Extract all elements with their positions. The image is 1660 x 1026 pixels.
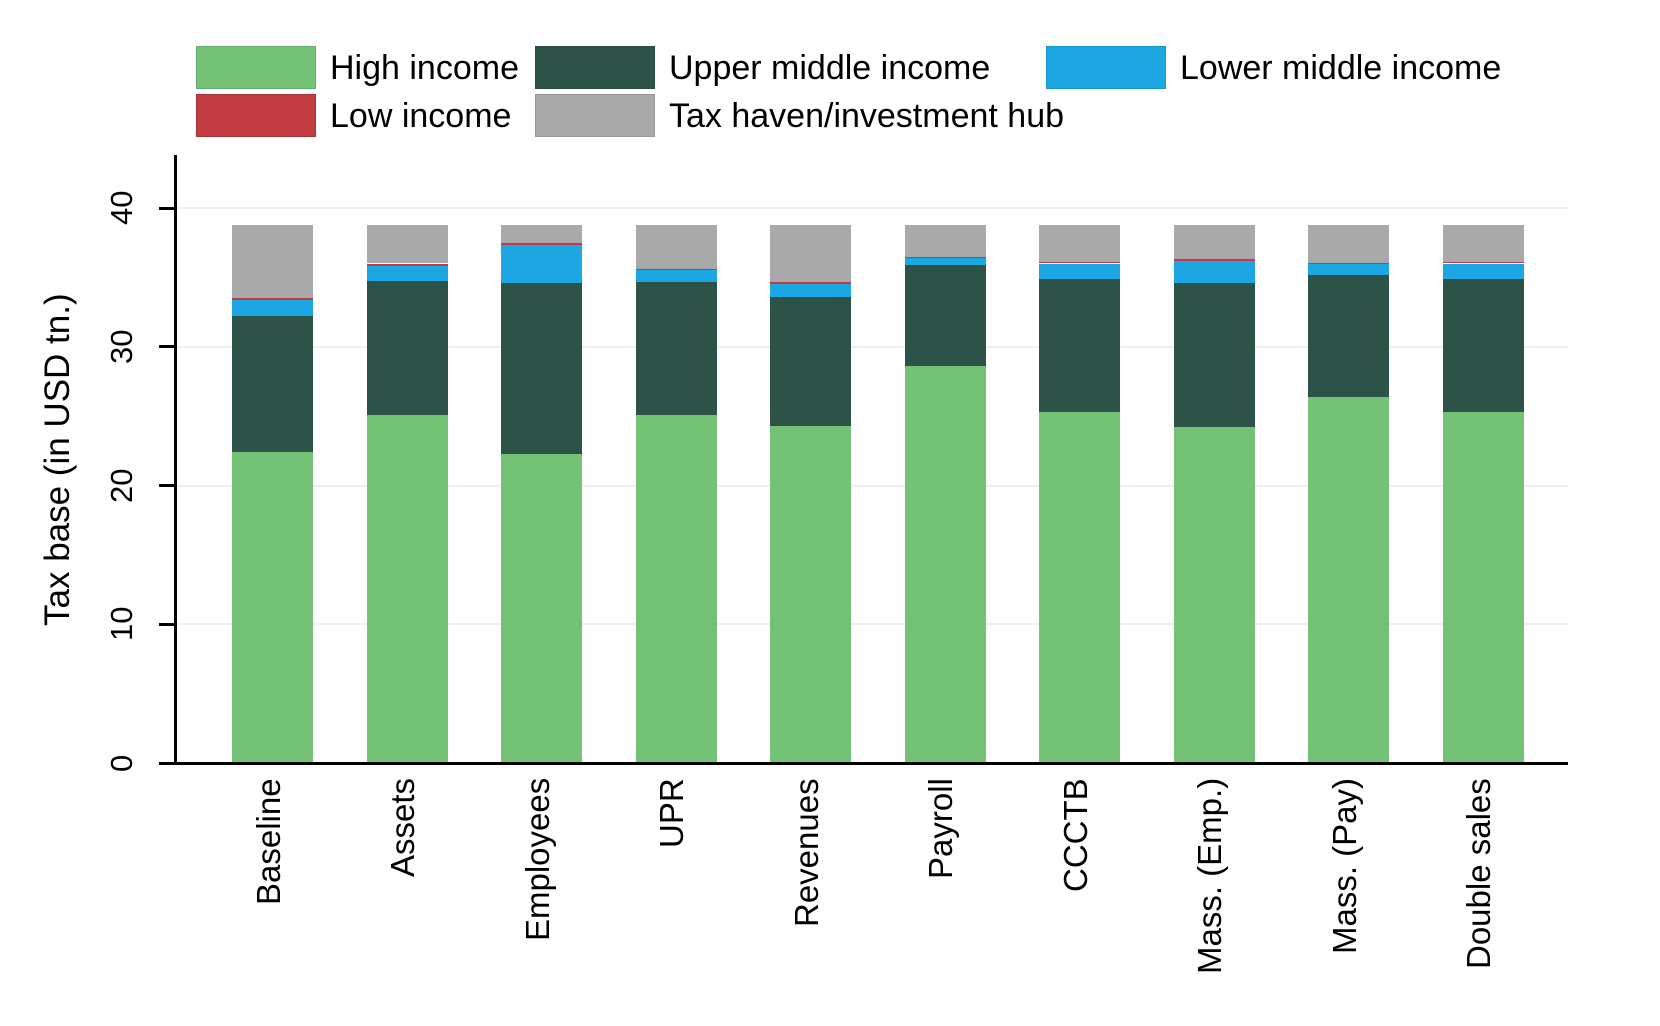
bar-segment [232,300,313,317]
legend-label: Tax haven/investment hub [669,96,1065,135]
bar-segment [1173,258,1255,261]
y-tick-mark-0 [159,761,177,765]
x-category-label: Double sales [1460,778,1498,969]
y-tick-label-10: 10 [104,607,139,642]
x-category-label: UPR [653,778,691,848]
bar-segment [1039,411,1121,763]
y-tick-mark-30 [159,345,177,349]
bar-segment [1039,262,1121,264]
bar-segment [232,452,313,763]
bar-segment [1173,224,1255,259]
legend-label: Lower middle income [1180,48,1502,87]
legend-swatch-icon [196,46,316,89]
y-tick-label-20: 20 [104,468,139,503]
bar-segment [1442,411,1524,763]
bar-segment [1308,262,1390,265]
bar-segment [770,425,852,763]
y-axis-title: Tax base (in USD tn.) [38,293,77,627]
bar-segment [232,298,313,301]
gridline-30 [177,345,1568,348]
bar-segment [635,224,717,270]
bar-segment [770,296,852,426]
bar-segment [501,282,583,454]
bar-segment [1173,260,1255,283]
x-category-label: CCCTB [1056,778,1094,892]
x-category-label: Baseline [249,778,287,905]
bar-segment [635,281,717,415]
bar-segment [1308,274,1390,397]
x-category-label: Mass. (Pay) [1325,778,1363,955]
bar-segment [1039,278,1121,412]
x-category-label: Mass. (Emp.) [1191,778,1229,975]
bar-segment [1173,282,1255,428]
bar-segment [904,224,986,258]
bar-segment [1442,224,1524,263]
legend-swatch-icon [196,94,316,137]
bar-segment [1442,279,1524,412]
bar-segment [501,245,583,283]
legend-item: Low income [196,94,511,137]
legend-swatch-icon [535,46,655,89]
legend-label: Low income [330,96,512,135]
bar-segment [1308,224,1390,263]
bar-segment [904,257,986,258]
bar-segment [770,224,852,283]
bar-segment [635,270,717,282]
bar-segment [501,243,583,246]
gridline-20 [177,484,1568,487]
y-tick-label-30: 30 [104,329,139,364]
bar-segment [904,264,986,367]
gridline-10 [177,623,1568,626]
y-tick-label-0: 0 [104,754,139,772]
bar-segment [232,224,313,299]
x-category-label: Revenues [787,778,825,927]
legend-swatch-icon [1046,46,1166,89]
bar-segment [1173,427,1255,763]
bar-segment [366,280,448,415]
x-category-label: Payroll [922,778,960,879]
bar-segment [1308,264,1390,275]
x-axis-line [174,762,1568,765]
bar-segment [366,263,448,266]
bar-segment [232,316,313,453]
legend-item: Tax haven/investment hub [535,94,1064,137]
bar-segment [635,269,717,271]
y-tick-mark-40 [159,206,177,210]
bar-segment [1308,396,1390,763]
legend-label: Upper middle income [669,48,991,87]
y-axis-line [174,155,177,765]
legend-item: Lower middle income [1046,46,1501,89]
legend-item: High income [196,46,519,89]
legend-swatch-icon [535,94,655,137]
x-category-label: Employees [518,778,556,942]
bar-segment [770,284,852,297]
bar-segment [366,224,448,264]
bar-segment [635,414,717,763]
bar-segment [1442,263,1524,280]
bar-segment [366,414,448,763]
bar-segment [501,224,583,244]
bar-segment [1039,263,1121,279]
bar-segment [1039,224,1121,263]
y-tick-label-40: 40 [104,190,139,226]
legend-label: High income [330,48,519,87]
y-tick-mark-10 [159,622,177,626]
bar-segment [770,282,852,285]
bar-segment [1442,262,1524,264]
x-category-label: Assets [384,778,422,878]
legend-item: Upper middle income [535,46,990,89]
gridline-40 [177,207,1568,209]
bar-segment [366,265,448,281]
y-tick-mark-20 [159,484,177,487]
bar-segment [904,366,986,763]
bar-segment [904,257,986,265]
bar-segment [501,453,583,763]
